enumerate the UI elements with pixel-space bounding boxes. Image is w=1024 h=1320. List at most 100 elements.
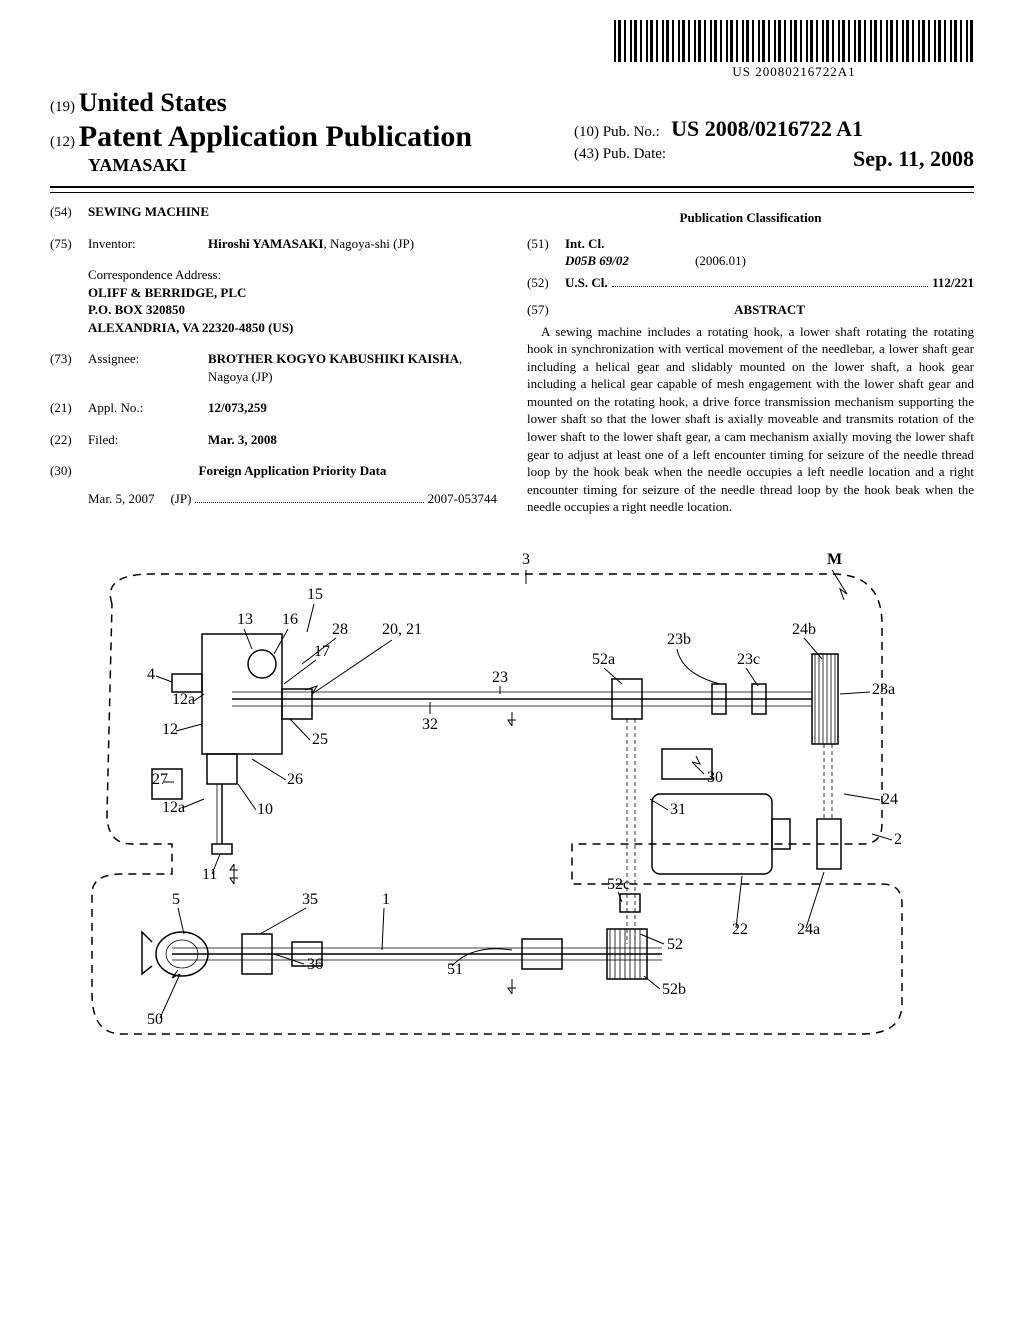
ref-24b: 24b [792, 621, 816, 638]
priority-row: Mar. 5, 2007 (JP) 2007-053744 [88, 490, 497, 508]
label-applno: Appl. No.: [88, 399, 208, 417]
priority-num: 2007-053744 [428, 490, 497, 508]
ref-30: 30 [707, 769, 723, 786]
ref-10: 10 [257, 801, 273, 818]
ref-52: 52 [667, 936, 683, 953]
assignee-value: BROTHER KOGYO KABUSHIKI KAISHA, Nagoya (… [208, 350, 497, 385]
title: SEWING MACHINE [88, 203, 209, 221]
ref-13: 13 [237, 611, 253, 628]
ref-27: 27 [152, 771, 168, 788]
right-header: (10) Pub. No.: US 2008/0216722 A1 (43) P… [574, 116, 974, 172]
inventor-value: Hiroshi YAMASAKI, Nagoya-shi (JP) [208, 235, 497, 253]
ref-52a: 52a [592, 651, 615, 668]
ref-28: 28 [332, 621, 348, 638]
label-intcl: Int. Cl. [565, 235, 604, 253]
ref-26: 26 [287, 771, 303, 788]
correspondence-l2: P.O. BOX 320850 [88, 301, 497, 319]
filed: Mar. 3, 2008 [208, 431, 497, 449]
intcl-class: D05B 69/02 [565, 252, 695, 270]
ref-M: M [827, 551, 842, 568]
field-52: (52) U.S. Cl. 112/221 [527, 274, 974, 292]
ref-32: 32 [422, 716, 438, 733]
country-line: (19) United States [50, 88, 974, 118]
ref-12a: 12a [172, 691, 195, 708]
priority-date: Mar. 5, 2007 [88, 490, 154, 508]
left-column: (54) SEWING MACHINE (75) Inventor: Hiros… [50, 203, 497, 516]
pub-type: Patent Application Publication [79, 120, 472, 153]
field-21: (21) Appl. No.: 12/073,259 [50, 399, 497, 417]
ref-36: 36 [307, 956, 323, 973]
ref-11: 11 [202, 866, 217, 883]
priority-country: (JP) [170, 490, 191, 508]
inventor-rest: , Nagoya-shi (JP) [323, 236, 414, 251]
country: United States [79, 88, 227, 117]
code-21: (21) [50, 399, 88, 417]
label-assignee: Assignee: [88, 350, 208, 385]
code-57: (57) [527, 301, 565, 319]
code-12: (12) [50, 134, 75, 150]
ref-5: 5 [172, 891, 180, 908]
pubno: US 2008/0216722 A1 [671, 116, 863, 141]
pubno-label: Pub. No.: [603, 124, 660, 140]
ref-1: 1 [382, 891, 390, 908]
ref-12a-2: 12a [162, 799, 185, 816]
classification-heading: Publication Classification [527, 209, 974, 227]
label-uscl: U.S. Cl. [565, 274, 608, 292]
correspondence-l1: OLIFF & BERRIDGE, PLC [88, 284, 497, 302]
ref-23a: 23a [872, 681, 895, 698]
dotted-fill-2 [612, 276, 928, 286]
ref-24: 24 [882, 791, 898, 808]
ref-22: 22 [732, 921, 748, 938]
code-19: (19) [50, 99, 75, 115]
ref-24a: 24a [797, 921, 820, 938]
code-54: (54) [50, 203, 88, 221]
label-inventor: Inventor: [88, 235, 208, 253]
ref-2: 2 [894, 831, 902, 848]
abstract-heading: ABSTRACT [565, 301, 974, 319]
ref-16: 16 [282, 611, 298, 628]
barcode-block: US 20080216722A1 [614, 20, 974, 80]
ref-2021: 20, 21 [382, 621, 422, 638]
bibliographic-columns: (54) SEWING MACHINE (75) Inventor: Hiros… [50, 203, 974, 516]
ref-3: 3 [522, 551, 530, 568]
code-22: (22) [50, 431, 88, 449]
assignee-name: BROTHER KOGYO KABUSHIKI KAISHA [208, 351, 459, 366]
correspondence-label: Correspondence Address: [88, 266, 497, 284]
ref-25: 25 [312, 731, 328, 748]
ref-15: 15 [307, 586, 323, 603]
pubdate-line: (43) Pub. Date: Sep. 11, 2008 [574, 146, 974, 163]
dotted-fill [195, 493, 423, 503]
right-column: Publication Classification (51) Int. Cl.… [527, 203, 974, 516]
ref-31: 31 [670, 801, 686, 818]
code-43: (43) [574, 146, 599, 162]
applno: 12/073,259 [208, 399, 497, 417]
code-30: (30) [50, 462, 88, 480]
ref-23: 23 [492, 669, 508, 686]
field-54: (54) SEWING MACHINE [50, 203, 497, 221]
correspondence-block: Correspondence Address: OLIFF & BERRIDGE… [88, 266, 497, 336]
ref-4: 4 [147, 666, 155, 683]
pubdate-label: Pub. Date: [603, 146, 666, 162]
correspondence-l3: ALEXANDRIA, VA 22320-4850 (US) [88, 319, 497, 337]
ref-12: 12 [162, 721, 178, 738]
pubdate: Sep. 11, 2008 [853, 146, 974, 172]
inventor-name: Hiroshi YAMASAKI [208, 236, 323, 251]
code-75: (75) [50, 235, 88, 253]
uscl-value: 112/221 [932, 274, 974, 292]
ref-35: 35 [302, 891, 318, 908]
pubno-line: (10) Pub. No.: US 2008/0216722 A1 [574, 116, 974, 142]
ref-23c: 23c [737, 651, 760, 668]
priority-heading: Foreign Application Priority Data [88, 462, 497, 480]
barcode-text: US 20080216722A1 [614, 64, 974, 80]
field-51: (51) Int. Cl. D05B 69/02 (2006.01) [527, 235, 974, 270]
ref-17: 17 [314, 643, 330, 660]
intcl-year: (2006.01) [695, 252, 746, 270]
ref-50: 50 [147, 1011, 163, 1028]
field-22: (22) Filed: Mar. 3, 2008 [50, 431, 497, 449]
ref-23b: 23b [667, 631, 691, 648]
ref-52b: 52b [662, 981, 686, 998]
abstract-text: A sewing machine includes a rotating hoo… [527, 323, 974, 516]
field-30: (30) Foreign Application Priority Data M… [50, 462, 497, 507]
barcode-graphic [614, 20, 974, 62]
field-57: (57) ABSTRACT [527, 301, 974, 319]
